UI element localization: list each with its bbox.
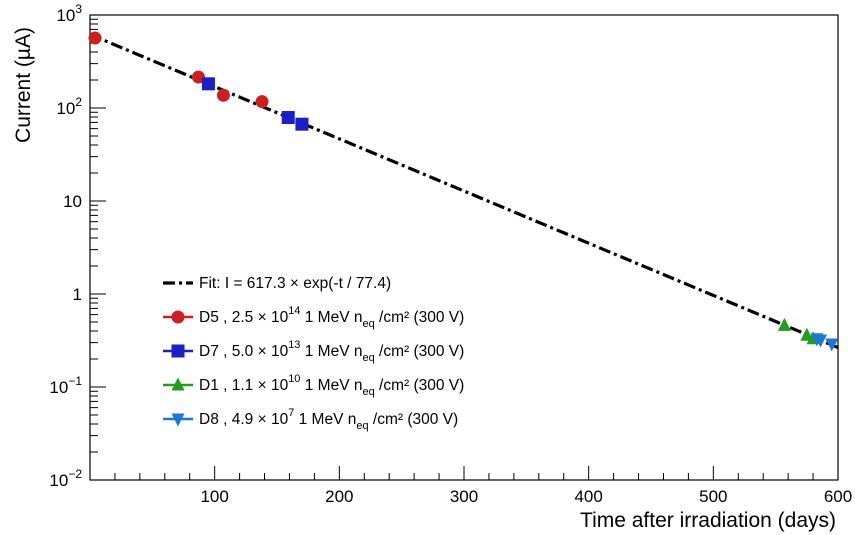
y-tick-label: 10 <box>63 192 82 211</box>
data-point-d5 <box>191 70 205 84</box>
legend-label-d1: D1 , 1.1 × 1010 1 MeV neq /cm² (300 V) <box>199 373 464 398</box>
y-axis-title: Current (µA) <box>12 27 35 143</box>
x-tick-label: 500 <box>699 487 727 506</box>
y-tick-label: 10−1 <box>49 374 82 397</box>
legend-label-d8: D8 , 4.9 × 107 1 MeV neq /cm² (300 V) <box>199 407 458 432</box>
legend-marker-d1 <box>171 377 185 391</box>
x-axis-title: Time after irradiation (days) <box>580 509 836 532</box>
y-tick-label: 10−2 <box>49 467 82 490</box>
legend-marker-d5 <box>171 310 185 324</box>
data-point-d8 <box>825 338 839 352</box>
x-tick-label: 100 <box>200 487 228 506</box>
y-tick-label: 102 <box>56 95 82 118</box>
fit-line <box>89 33 839 350</box>
y-tick-label: 103 <box>56 2 82 25</box>
fit-curve <box>89 33 839 350</box>
x-tick-label: 200 <box>325 487 353 506</box>
y-tick-label: 1 <box>73 285 82 304</box>
data-point-d7 <box>281 111 295 125</box>
legend-fit-label: Fit: I = 617.3 × exp(-t / 77.4) <box>199 275 391 292</box>
data-point-d5 <box>88 31 102 45</box>
legend-label-d5: D5 , 2.5 × 1014 1 MeV neq /cm² (300 V) <box>199 305 464 330</box>
x-tick-label: 400 <box>574 487 602 506</box>
legend-marker-d7 <box>171 344 185 358</box>
legend-marker-d8 <box>171 413 185 427</box>
data-point-d7 <box>201 77 215 91</box>
data-point-d5 <box>255 95 269 109</box>
data-point-d5 <box>216 88 230 102</box>
data-point-d8 <box>814 334 828 348</box>
data-point-d7 <box>295 117 309 131</box>
data-points <box>88 31 839 352</box>
data-point-d1 <box>777 317 791 331</box>
x-axis-ticks: 100 200 300 400 500 600 <box>114 466 852 506</box>
legend: Fit: I = 617.3 × exp(-t / 77.4) D5 , 2.5 … <box>163 275 464 432</box>
x-tick-label: 300 <box>450 487 478 506</box>
legend-label-d7: D7 , 5.0 × 1013 1 MeV neq /cm² (300 V) <box>199 339 464 364</box>
x-tick-label: 600 <box>824 487 852 506</box>
